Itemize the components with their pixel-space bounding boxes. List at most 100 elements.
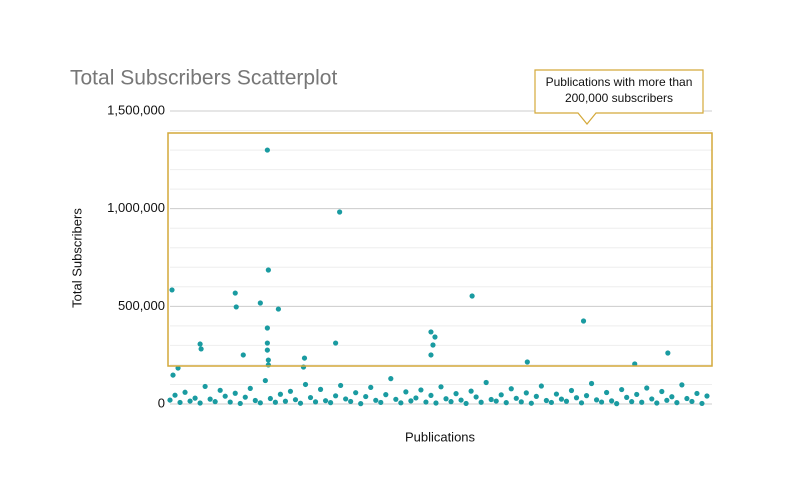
point [483,379,489,386]
point [175,365,181,371]
point [207,396,213,402]
point [624,394,630,400]
point [468,388,474,394]
point [182,389,188,395]
point [292,397,299,403]
point [684,395,690,402]
point [548,399,555,406]
point [469,293,475,299]
point [704,393,710,399]
point [333,393,339,399]
point [423,399,429,405]
point [348,398,354,405]
point [327,400,334,406]
point [317,386,324,392]
point [408,398,414,404]
point [493,398,499,404]
point [222,393,228,399]
point [418,387,424,393]
point [252,397,258,404]
point [428,352,434,358]
point [428,329,434,335]
point [197,341,203,347]
point [240,352,246,358]
point [664,397,670,403]
point [609,398,615,404]
point [388,376,394,382]
point [265,362,271,368]
point [264,325,270,331]
callout-text: 200,000 subscribers [565,91,673,105]
callout-text: Publications with more than [546,75,693,89]
point [458,397,464,403]
point [301,355,308,361]
point [619,386,625,393]
point [533,393,539,399]
point [202,383,208,390]
point [524,359,530,365]
point [232,290,238,296]
point [192,395,198,401]
y-tick-label: 1,000,000 [107,200,165,215]
point [508,386,514,392]
point [598,399,605,405]
point [257,400,263,406]
point [212,399,218,405]
point [257,300,263,306]
chart-title: Total Subscribers Scatterplot [70,67,337,90]
point [398,400,404,406]
point [247,385,253,391]
point [237,400,243,407]
point [694,390,700,397]
grid: 0 500,000 1,000,000 1,500,000 [107,102,712,410]
point [338,382,344,389]
point [264,340,270,346]
point [265,357,271,363]
point [378,399,384,406]
point [403,389,409,395]
point [275,306,281,312]
point [358,401,364,407]
point [197,400,203,406]
point [498,392,504,398]
point [433,400,439,406]
point [478,399,484,405]
point [644,385,650,391]
point [187,398,193,404]
callout-box [534,69,704,125]
point [699,400,705,407]
point [659,388,665,395]
point [363,393,369,400]
point [538,383,544,389]
point [604,389,610,396]
point [302,381,309,388]
point [528,400,534,406]
point [413,395,419,401]
point [473,394,479,400]
point [368,384,374,390]
point [593,397,600,403]
highlight-box [167,132,713,367]
point [563,398,570,404]
point [264,347,270,353]
point [267,395,273,402]
point [393,396,399,402]
point [588,380,595,387]
point [265,267,271,273]
point [282,398,289,404]
point [488,396,494,403]
point [669,394,675,400]
point [227,399,233,405]
point [242,394,248,400]
point [333,340,339,346]
point [583,393,590,399]
point [503,400,509,406]
point [343,396,349,402]
point [578,400,585,406]
point [523,390,529,396]
point [353,390,359,396]
point [233,304,239,310]
y-tick-label: 0 [158,395,165,410]
point [553,391,560,397]
